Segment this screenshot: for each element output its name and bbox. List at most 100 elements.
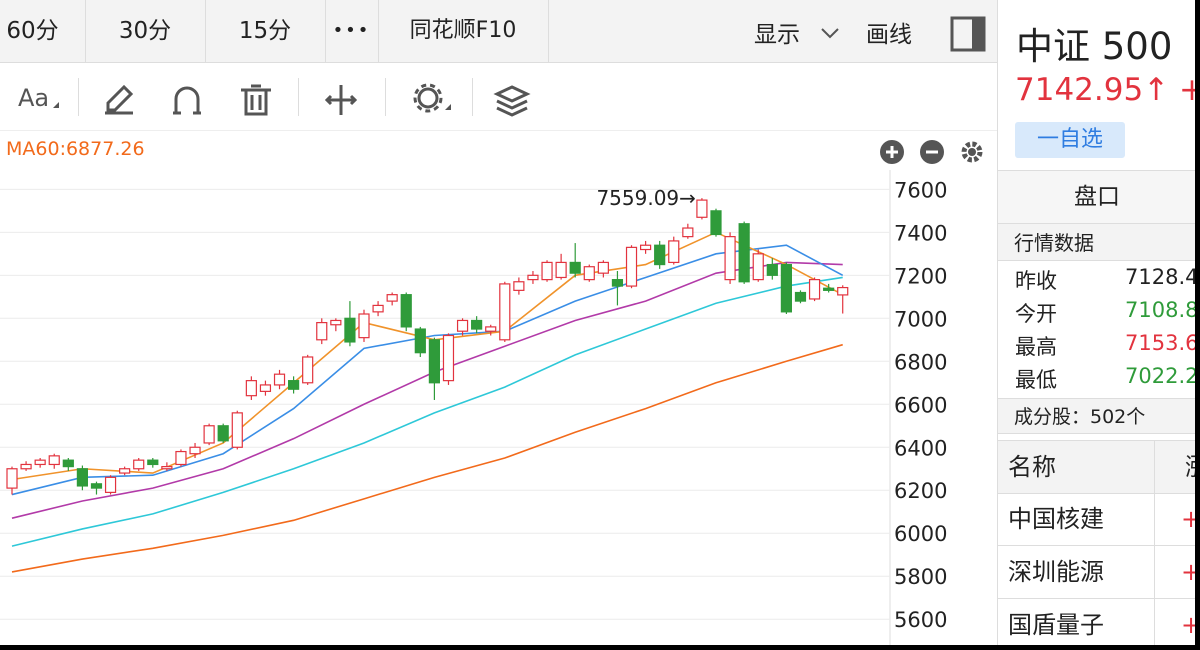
period-tab[interactable]: 60分 — [0, 0, 86, 62]
stock-name: 中国核建 — [1008, 505, 1104, 533]
candle-body — [48, 455, 60, 466]
tab[interactable]: 盘口 — [998, 170, 1195, 224]
candle-body — [344, 317, 356, 343]
row-label: 最高 — [1015, 335, 1057, 359]
candle-body — [6, 468, 18, 489]
period-tab[interactable]: 30分 — [85, 0, 206, 62]
candle-body — [386, 294, 398, 302]
row-label: 最低 — [1015, 368, 1057, 392]
stock-name: 国盾量子 — [1008, 611, 1104, 639]
period-tab[interactable]: 15分 — [205, 0, 326, 62]
y-tick-label: 7600 — [894, 178, 947, 202]
candle-body — [20, 463, 32, 470]
y-tick-label: 5800 — [894, 565, 947, 589]
candle-body — [766, 263, 778, 276]
stock-name: 深圳能源 — [1008, 558, 1104, 586]
candle-body — [400, 294, 412, 328]
candle-body — [245, 380, 257, 397]
y-tick-label: 6000 — [894, 522, 947, 546]
row-value: 7128.4 — [1125, 265, 1195, 289]
layout-icon[interactable] — [950, 16, 986, 52]
candle-body — [710, 210, 722, 236]
candle-body — [625, 246, 638, 287]
ma-line — [11, 343, 843, 573]
candle-body — [794, 291, 807, 302]
y-tick-label: 6600 — [894, 393, 947, 417]
ma-line — [11, 276, 843, 547]
candle-body — [456, 319, 469, 332]
candle-body — [231, 412, 243, 448]
candle-body — [288, 380, 300, 390]
row-value: 7153.6 — [1125, 331, 1195, 355]
candle-body — [808, 279, 821, 300]
y-tick-label: 7000 — [894, 307, 947, 331]
watchlist-button[interactable]: 一自选 — [1015, 122, 1125, 158]
y-tick-label: 5600 — [894, 608, 947, 632]
candle-body — [189, 446, 201, 455]
section-title: 行情数据 — [998, 223, 1195, 261]
candle-body — [442, 334, 455, 382]
ma-line — [11, 231, 844, 481]
draw-button[interactable]: 画线 — [866, 22, 912, 48]
candle-body — [330, 319, 342, 326]
row-value: 7108.8 — [1125, 298, 1195, 322]
y-tick-label: 7400 — [894, 221, 947, 245]
more-button[interactable]: ••• — [325, 0, 379, 62]
row-label: 昨收 — [1015, 269, 1057, 293]
table-row: 中国核建 + — [998, 493, 1195, 546]
header-cell: 名称 — [1008, 453, 1056, 481]
svg-text:Aa: Aa — [18, 84, 49, 112]
quote-row: 今开 7108.8 — [998, 295, 1195, 328]
candle-body — [372, 304, 384, 313]
divider — [78, 78, 79, 116]
y-tick-label: 6400 — [894, 436, 947, 460]
y-tick-label: 6200 — [894, 479, 947, 503]
constituents: 成分股：502个 — [998, 398, 1195, 434]
row-label: 今开 — [1015, 302, 1057, 326]
candle-body — [837, 286, 849, 296]
price: 7142.95↑ + — [1015, 72, 1195, 108]
candle-body — [90, 483, 103, 489]
candle-body — [611, 279, 624, 287]
divider — [385, 78, 386, 116]
zoom-controls[interactable] — [878, 138, 988, 166]
price-value: 7142.95↑ — [1015, 72, 1170, 108]
candle-body — [175, 450, 187, 466]
tool-icons: Aa — [18, 83, 531, 117]
candle-body — [654, 244, 666, 266]
candle-body — [823, 287, 835, 291]
candle-body — [583, 266, 595, 281]
candle-body — [682, 227, 694, 238]
y-tick-label: 7200 — [894, 264, 947, 288]
candlestick-chart: 5600 5800 6000 6200 6400 6600 6800 7000 7200 7400… — [0, 170, 947, 645]
candle-body — [302, 356, 314, 384]
candle-body — [527, 274, 539, 281]
table-header: 名称 涨 — [998, 440, 1195, 494]
candle-body — [724, 236, 736, 281]
quote-row: 最低 7022.2 — [998, 361, 1195, 394]
candle-body — [358, 313, 370, 339]
candle-body — [471, 319, 483, 330]
header-cell: 涨 — [1154, 441, 1195, 493]
ma-line — [11, 244, 844, 496]
ma60-label: MA60:6877.26 — [6, 138, 145, 160]
candle-body — [34, 459, 46, 466]
change: + — [1179, 72, 1195, 108]
quote-row: 昨收 7128.4 — [998, 262, 1195, 295]
candle-body — [316, 322, 328, 341]
f10-tab[interactable]: 同花顺F10 — [378, 0, 549, 62]
tool-bar: Aa — [0, 63, 997, 130]
candle-body — [273, 373, 286, 386]
display-menu[interactable]: 显示 — [754, 22, 800, 48]
y-tick-label: 6800 — [894, 350, 947, 374]
candle-body — [147, 459, 159, 466]
candle-body — [485, 326, 497, 332]
candle-body — [62, 459, 74, 468]
table-row: 深圳能源 + — [998, 546, 1195, 599]
candle-body — [668, 240, 680, 264]
candle-body — [414, 328, 426, 354]
candle-body — [752, 253, 764, 281]
table-row: 国盾量子 + — [998, 599, 1195, 645]
candle-body — [203, 425, 215, 444]
